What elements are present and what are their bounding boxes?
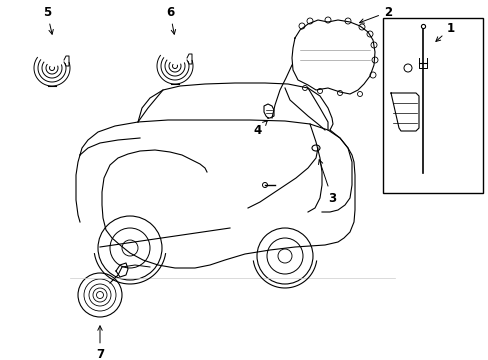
Text: 6: 6 — [165, 5, 175, 34]
Text: 2: 2 — [359, 5, 391, 23]
Bar — [382, 18, 482, 193]
Text: 3: 3 — [318, 160, 335, 204]
Text: 4: 4 — [253, 121, 267, 136]
Text: 5: 5 — [43, 5, 53, 34]
Text: 7: 7 — [96, 326, 104, 360]
Text: 1: 1 — [435, 22, 454, 41]
